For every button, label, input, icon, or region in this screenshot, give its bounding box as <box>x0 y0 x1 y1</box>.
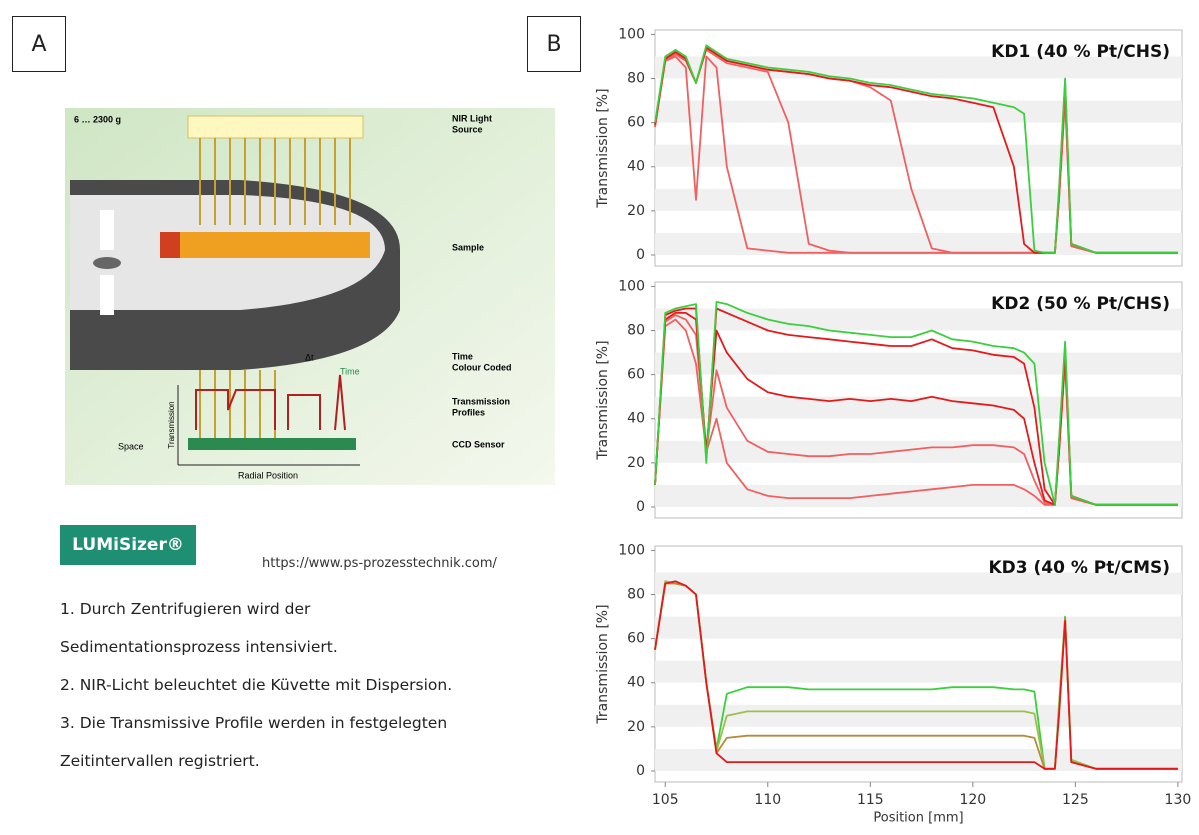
grid-band <box>655 145 1182 167</box>
page: A B 6 … 2300 g NIR Light Source Sample T… <box>0 0 1199 835</box>
y-tick-label: 0 <box>636 763 645 779</box>
chart-title: KD3 (40 % Pt/CMS) <box>988 558 1170 578</box>
x-tick-label: 115 <box>857 792 884 808</box>
y-tick-label: 0 <box>636 499 645 515</box>
y-tick-label: 40 <box>627 675 645 691</box>
grid-band <box>655 485 1182 507</box>
grid-band <box>655 441 1182 463</box>
y-axis-label: Transmission [%] <box>595 340 611 460</box>
x-tick-label: 130 <box>1165 792 1192 808</box>
y-tick-label: 60 <box>627 367 645 383</box>
y-tick-label: 60 <box>627 115 645 131</box>
grid-band <box>655 749 1182 771</box>
y-tick-label: 40 <box>627 411 645 427</box>
charts: 0 20 40 60 80 100 KD1 (40 % Pt/CHS) Transmissio… <box>0 0 1199 835</box>
chart-title: KD2 (50 % Pt/CHS) <box>991 294 1170 314</box>
y-tick-label: 100 <box>618 26 645 42</box>
y-tick-label: 40 <box>627 159 645 175</box>
y-tick-label: 20 <box>627 455 645 471</box>
x-tick-label: 110 <box>754 792 781 808</box>
y-tick-label: 100 <box>618 278 645 294</box>
y-tick-label: 60 <box>627 631 645 647</box>
y-tick-label: 20 <box>627 203 645 219</box>
grid-band <box>655 233 1182 255</box>
grid-band <box>655 661 1182 683</box>
x-tick-label: 125 <box>1062 792 1089 808</box>
y-tick-label: 80 <box>627 323 645 339</box>
x-axis-label: Position [mm] <box>873 811 963 826</box>
grid-band <box>655 705 1182 727</box>
x-tick-label: 105 <box>652 792 679 808</box>
y-tick-label: 80 <box>627 71 645 87</box>
y-tick-label: 100 <box>618 542 645 558</box>
y-tick-label: 80 <box>627 587 645 603</box>
y-axis-label: Transmission [%] <box>595 604 611 724</box>
grid-band <box>655 101 1182 123</box>
chart-title: KD1 (40 % Pt/CHS) <box>991 42 1170 62</box>
y-axis-label: Transmission [%] <box>595 88 611 208</box>
y-tick-label: 20 <box>627 719 645 735</box>
x-tick-label: 120 <box>959 792 986 808</box>
grid-band <box>655 353 1182 375</box>
y-tick-label: 0 <box>636 247 645 263</box>
grid-band <box>655 617 1182 639</box>
